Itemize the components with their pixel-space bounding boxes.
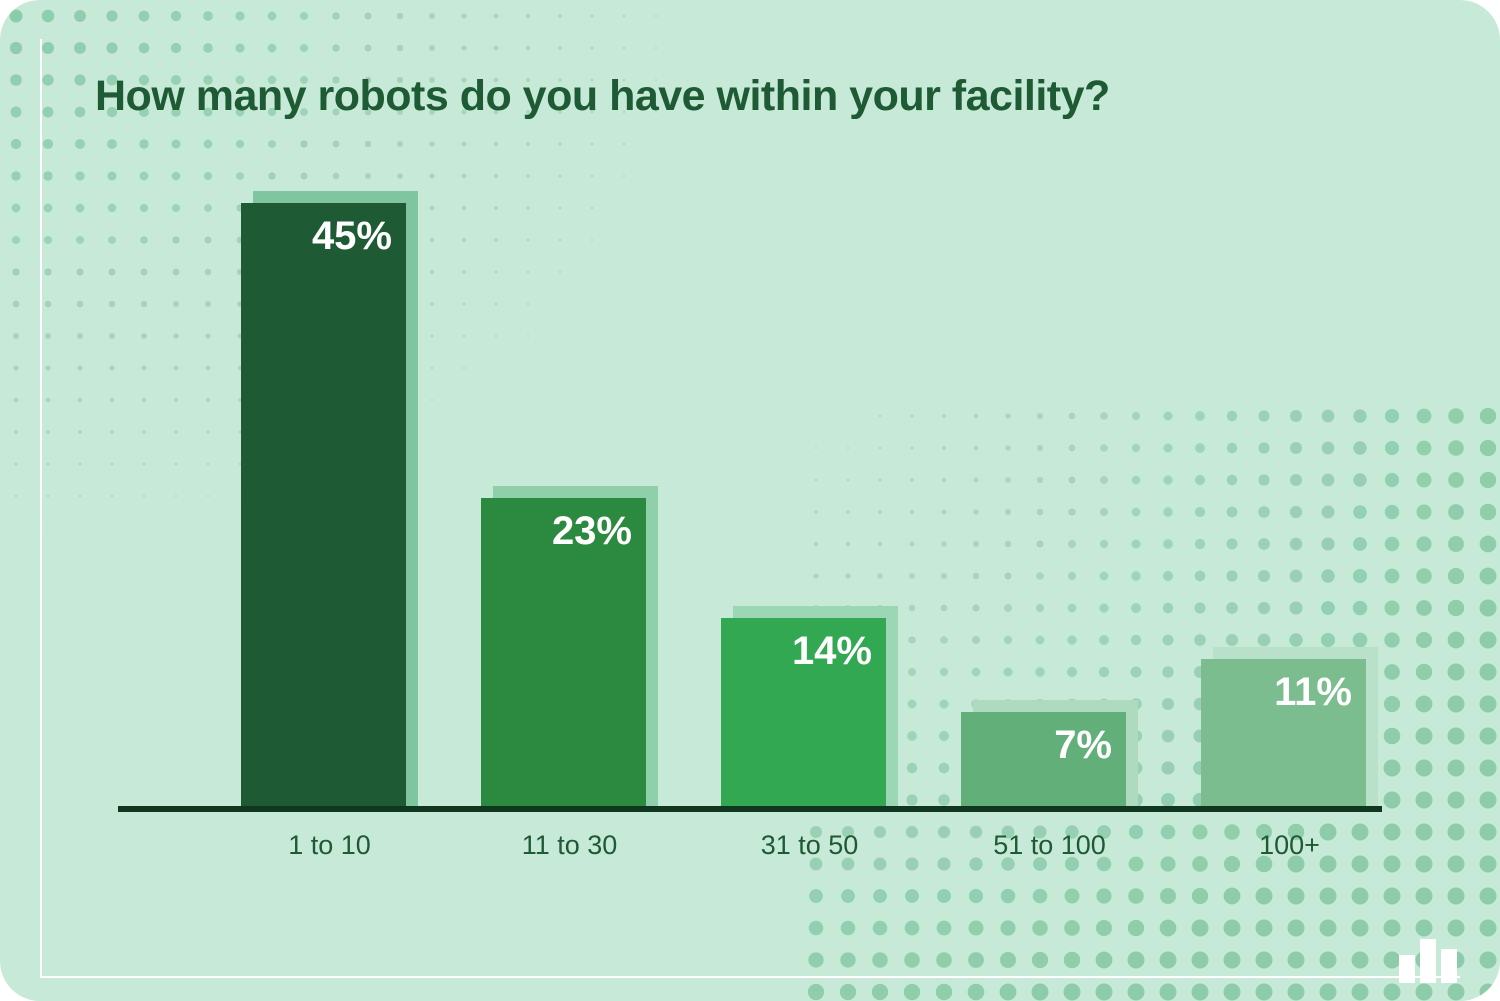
chart-card: How many robots do you have within your … [0, 0, 1500, 1001]
bar-value-label: 14% [792, 629, 872, 674]
bar: 45% [241, 191, 418, 806]
category-label: 1 to 10 [211, 830, 448, 861]
x-axis-baseline [118, 806, 1382, 812]
category-label: 51 to 100 [931, 830, 1168, 861]
bar-value-label: 11% [1274, 670, 1352, 715]
bar-value-label: 45% [312, 214, 392, 259]
bar-fill [241, 203, 406, 806]
bar-value-label: 7% [1054, 723, 1112, 768]
chart-title: How many robots do you have within your … [95, 72, 1110, 121]
bar: 11% [1201, 647, 1378, 806]
brand-bar-icon [1396, 933, 1460, 983]
bar: 14% [721, 606, 898, 806]
category-label: 31 to 50 [691, 830, 928, 861]
bar: 23% [481, 486, 658, 806]
bar: 7% [961, 700, 1138, 806]
category-label: 11 to 30 [451, 830, 688, 861]
bar-value-label: 23% [552, 509, 632, 554]
bars-area: 45%23%14%7%11% [165, 176, 1335, 806]
category-label: 100+ [1171, 830, 1408, 861]
